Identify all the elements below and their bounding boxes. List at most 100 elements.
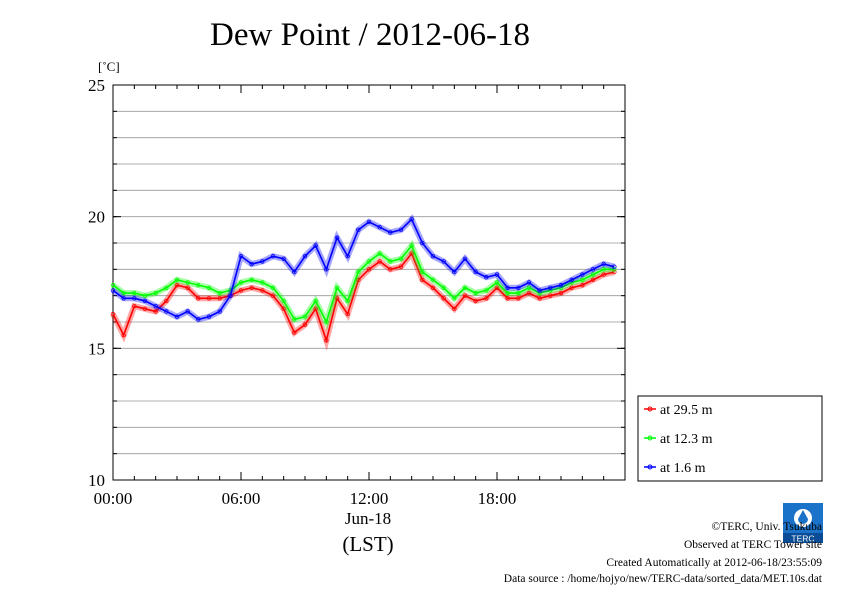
data-point (281, 298, 286, 304)
data-point (409, 251, 414, 256)
footer-created: Created Automatically at 2012-06-18/23:5… (606, 557, 822, 569)
data-point (345, 298, 350, 304)
data-point (366, 219, 372, 225)
series-lines (110, 214, 617, 352)
legend-label: at 12.3 m (660, 432, 713, 447)
data-point (142, 298, 148, 304)
data-point (260, 259, 265, 264)
data-point (409, 243, 414, 248)
data-point (238, 288, 244, 293)
logo-text: TERC (791, 534, 814, 544)
legend-box (637, 395, 823, 482)
data-point (462, 256, 468, 261)
data-point (217, 290, 222, 296)
data-point (356, 277, 361, 283)
data-point (142, 293, 148, 298)
data-point (548, 288, 553, 293)
data-point (260, 288, 265, 293)
data-point (388, 267, 393, 272)
legend-marker (647, 464, 653, 470)
data-point (548, 293, 553, 298)
data-point (153, 309, 158, 314)
data-point (345, 253, 350, 259)
data-point (313, 243, 318, 248)
data-point (270, 293, 276, 298)
data-point (398, 256, 404, 261)
data-point (281, 256, 286, 261)
data-point (110, 282, 116, 288)
data-point (356, 269, 361, 275)
data-point (452, 269, 457, 275)
chart-title: Dew Point / 2012-06-18 (210, 17, 530, 53)
data-point (206, 314, 212, 319)
series-2 (110, 214, 617, 323)
data-point (313, 298, 318, 304)
series-1 (110, 239, 617, 330)
data-point (590, 272, 596, 277)
y-tick-label: 20 (88, 208, 105, 227)
data-point (484, 275, 489, 280)
x-tick-label: 06:00 (222, 489, 261, 508)
data-point (196, 296, 201, 301)
data-point (153, 304, 158, 309)
data-point (526, 290, 532, 296)
x-tick-label: 00:00 (94, 489, 133, 508)
axis-tick-labels: 10 15 20 25 00:00 06:00 12:00 18:00 (88, 76, 516, 508)
data-point (377, 251, 382, 256)
data-point (249, 261, 254, 267)
data-point (420, 269, 425, 275)
data-point (601, 272, 606, 277)
data-point (356, 227, 361, 233)
data-point (473, 298, 478, 304)
data-point (281, 306, 286, 312)
data-point (185, 280, 190, 285)
data-point (430, 277, 436, 283)
data-point (164, 298, 169, 304)
data-point (249, 277, 254, 283)
data-point (526, 280, 532, 285)
data-point (164, 285, 169, 290)
data-point (292, 330, 297, 335)
data-point (217, 296, 222, 301)
data-point (121, 296, 126, 301)
data-point (398, 264, 404, 269)
y-tick-label: 15 (88, 339, 105, 358)
data-point (569, 277, 574, 283)
series-0 (110, 247, 617, 352)
data-point (398, 227, 404, 233)
data-point (590, 277, 596, 283)
data-point (153, 290, 158, 296)
data-point (142, 306, 148, 312)
data-point (292, 317, 297, 322)
data-point (206, 285, 212, 290)
data-point (121, 290, 126, 296)
data-point (494, 280, 500, 285)
y-tick-label: 10 (88, 471, 105, 490)
data-point (473, 269, 478, 275)
data-point (430, 285, 436, 290)
data-point (430, 253, 436, 259)
data-point (548, 285, 553, 290)
data-point (302, 253, 308, 259)
data-point (185, 285, 190, 290)
data-point (206, 296, 212, 301)
data-point (558, 290, 564, 296)
data-point (558, 285, 564, 290)
data-point (441, 296, 446, 301)
data-point (238, 253, 244, 259)
legend-marker (647, 435, 653, 441)
data-point (249, 285, 254, 290)
data-point (238, 280, 244, 285)
data-point (537, 290, 542, 296)
data-point (505, 296, 510, 301)
data-point (270, 253, 276, 259)
data-point (494, 272, 500, 277)
terc-logo-icon: TERC (783, 503, 823, 543)
data-point (505, 285, 510, 290)
data-point (324, 267, 329, 272)
data-point (217, 309, 222, 314)
data-point (110, 311, 116, 317)
data-point (505, 290, 510, 296)
data-point (324, 319, 329, 325)
axis-ticks (112, 84, 625, 481)
